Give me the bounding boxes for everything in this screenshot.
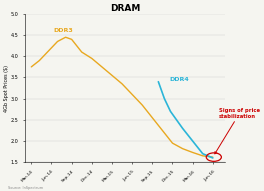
Y-axis label: 4Gb Spot Prices ($): 4Gb Spot Prices ($) <box>4 65 9 112</box>
Text: Signs of price
stabilization: Signs of price stabilization <box>215 108 260 154</box>
Text: DDR4: DDR4 <box>169 77 189 82</box>
Text: DDR3: DDR3 <box>54 28 73 33</box>
Text: Source: InSpectrum: Source: InSpectrum <box>8 186 43 190</box>
Title: DRAM: DRAM <box>110 4 140 13</box>
